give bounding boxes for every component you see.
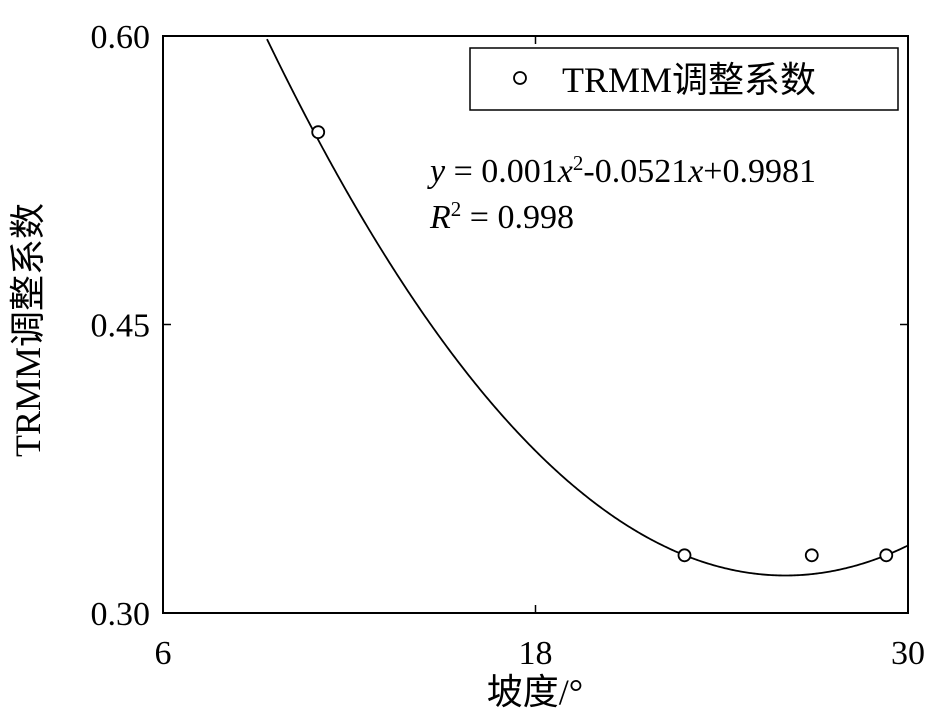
x-tick-label: 18 — [519, 635, 553, 672]
eq-x-squared-var: x — [557, 153, 573, 190]
data-points — [311, 125, 894, 563]
data-point — [804, 548, 819, 563]
fit-curve-line — [266, 38, 909, 577]
r2-r: R — [429, 199, 451, 236]
legend: TRMM调整系数 — [469, 47, 899, 111]
y-tick-label: 0.60 — [91, 19, 151, 56]
data-point — [311, 125, 326, 140]
axis-ticks: 6 18 30 0.30 0.45 0.60 — [91, 19, 926, 672]
eq-x-var: x — [687, 153, 703, 190]
r2-power: 2 — [451, 197, 462, 221]
legend-label: TRMM调整系数 — [562, 60, 816, 100]
data-point — [677, 548, 692, 563]
y-axis-title: TRMM调整系数 — [8, 203, 48, 457]
eq-coef1: -0.0521 — [583, 153, 688, 190]
fit-equation: y = 0.001x2-0.0521x+0.9981 — [427, 151, 816, 190]
x-tick-label: 6 — [155, 635, 172, 672]
data-point — [879, 548, 894, 563]
eq-y: y — [427, 153, 446, 190]
eq-equals: = — [445, 153, 481, 190]
eq-power-2: 2 — [573, 151, 584, 175]
r2-value: = 0.998 — [461, 199, 574, 236]
plot-frame — [162, 35, 909, 614]
legend-box — [469, 47, 899, 111]
r-squared: R2 = 0.998 — [429, 197, 574, 236]
eq-coef2: 0.001 — [481, 153, 558, 190]
legend-marker — [513, 71, 527, 85]
fit-curve — [266, 38, 909, 577]
y-tick-label: 0.30 — [91, 596, 151, 633]
x-tick-label: 30 — [891, 635, 925, 672]
eq-coef0: +0.9981 — [703, 153, 816, 190]
x-axis-title: 坡度/° — [487, 672, 583, 712]
y-tick-label: 0.45 — [91, 308, 151, 345]
